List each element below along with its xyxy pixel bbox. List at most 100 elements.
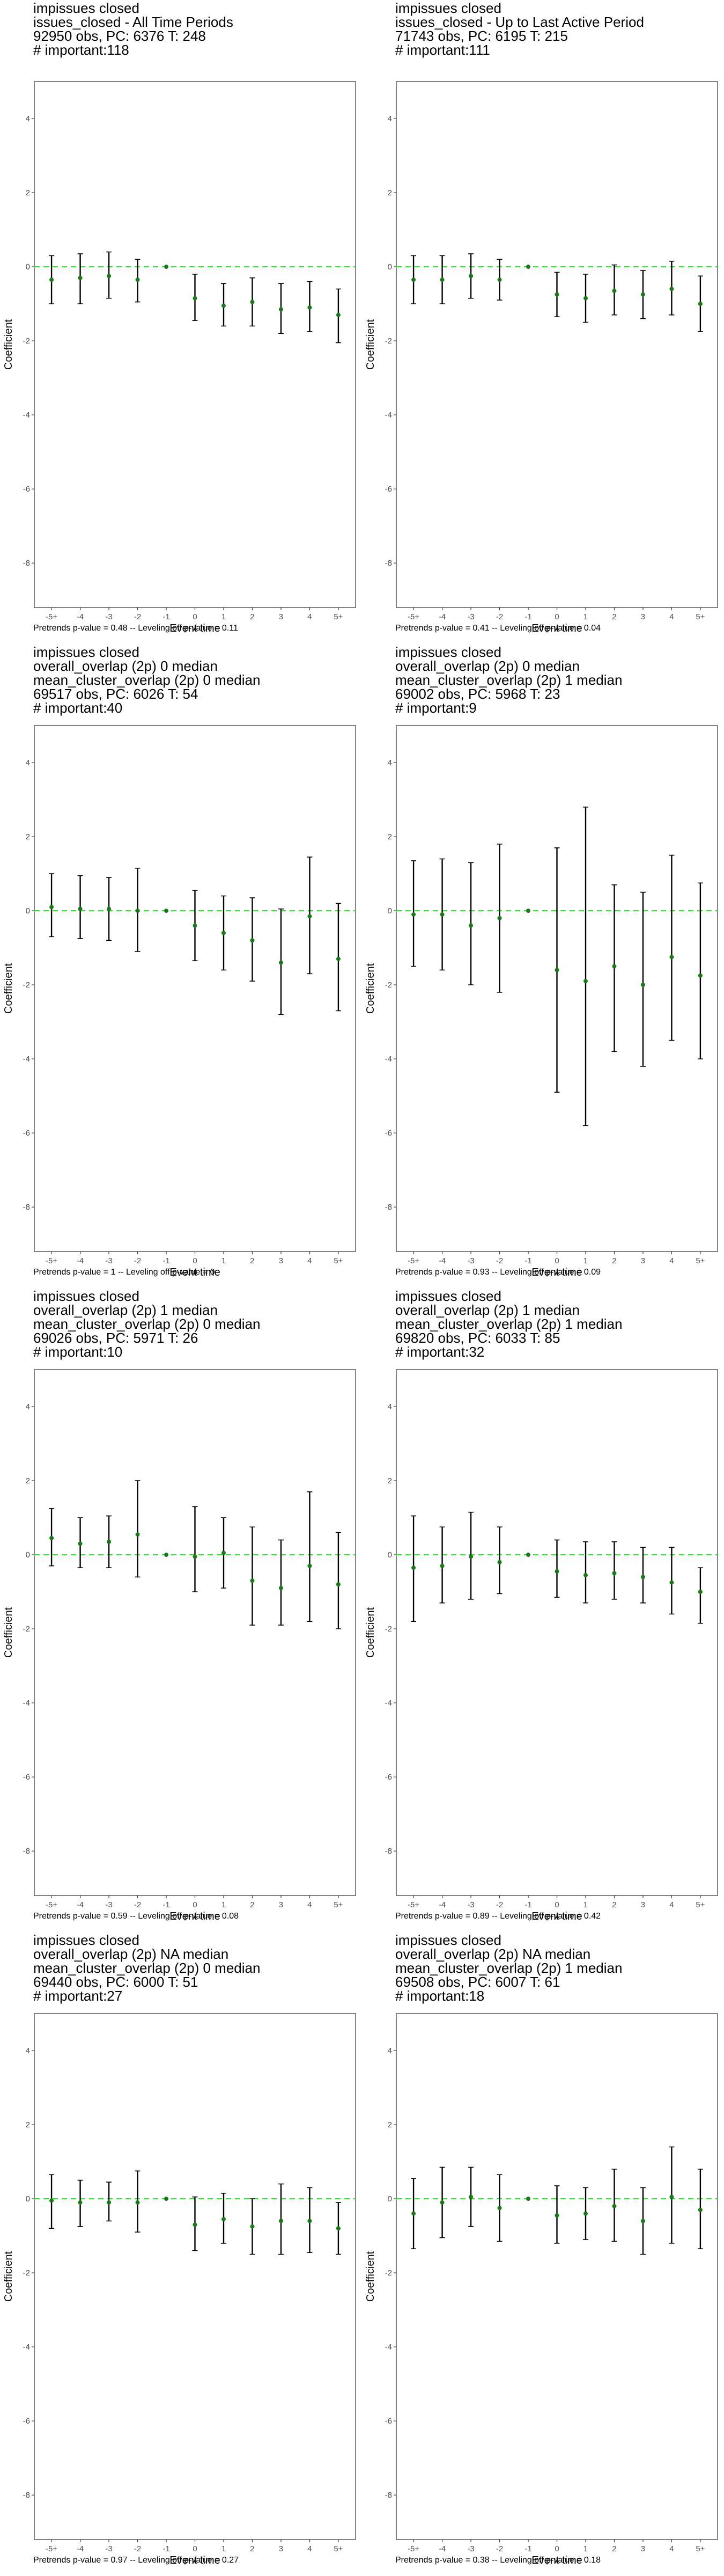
x-tick-label: 0 [193, 1256, 197, 1265]
chart-title-line: overall_overlap (2p) 1 median [33, 1302, 218, 1318]
chart-title-line: overall_overlap (2p) 0 median [33, 658, 218, 674]
chart-title-line: impissues closed [33, 1932, 139, 1948]
coefficient-point [135, 2200, 140, 2205]
chart-title: impissues closed overall_overlap (2p) 0 m… [33, 645, 260, 715]
coefficient-point [193, 923, 197, 928]
coefficient-point [612, 2204, 617, 2208]
y-tick-label: -6 [385, 2417, 392, 2426]
y-tick-label: -4 [23, 1055, 30, 1064]
coefficient-point [250, 938, 255, 943]
x-tick-label: -1 [162, 1256, 169, 1265]
y-axis-label: Coefficient [3, 2251, 14, 2302]
coefficient-point [164, 1553, 169, 1557]
x-tick-label: -4 [77, 2544, 84, 2553]
coefficient-point [307, 305, 312, 310]
y-tick-label: -2 [385, 980, 392, 990]
chart-title-line: overall_overlap (2p) NA median [33, 1946, 229, 1962]
chart-title-line: 69517 obs, PC: 6026 T: 54 [33, 686, 198, 702]
y-tick-label: -2 [385, 1624, 392, 1634]
x-tick-label: -3 [105, 1256, 112, 1265]
x-tick-label: -3 [467, 1900, 474, 1909]
coefficient-point [107, 274, 112, 279]
x-tick-label: -1 [162, 2544, 169, 2553]
y-tick-label: -8 [23, 2491, 30, 2500]
x-tick-label: 1 [583, 612, 588, 621]
y-tick-label: -2 [23, 2268, 30, 2278]
coefficient-point [669, 955, 674, 960]
coefficient-point [640, 292, 645, 297]
chart-title: impissues closed issues_closed - All Time… [33, 1, 233, 57]
x-tick-label: -2 [496, 1900, 503, 1909]
chart-title-line: mean_cluster_overlap (2p) 0 median [33, 1960, 261, 1976]
chart-title-line: mean_cluster_overlap (2p) 0 median [33, 1316, 261, 1332]
coefficient-point [612, 1571, 617, 1576]
coefficient-point [135, 909, 140, 913]
x-tick-label: -1 [524, 1900, 531, 1909]
x-tick-label: -2 [496, 612, 503, 621]
chart-panel: impissues closed overall_overlap (2p) 1 m… [362, 1288, 724, 1932]
x-tick-label: 4 [307, 1900, 312, 1909]
y-tick-label: 0 [26, 262, 30, 272]
plot-area: 4 2 0 -2 -4 -6 -8 -5+ -4 -3 -2 -1 0 1 2 3 4 5+ Event time C… [365, 1369, 718, 1922]
x-tick-label: 0 [555, 1900, 559, 1909]
x-tick-label: 4 [307, 2544, 312, 2553]
pvalue-footer: Pretrends p-value = 0.97 -- Leveling off… [33, 2556, 239, 2565]
coefficient-point [307, 2219, 312, 2223]
x-tick-label: 0 [193, 2544, 197, 2553]
plot-border [34, 81, 356, 608]
pvalue-footer: Pretrends p-value = 0.41 -- Leveling off… [395, 624, 601, 633]
x-tick-label: 2 [250, 612, 254, 621]
y-tick-label: 2 [26, 188, 30, 197]
x-axis-label: Event time [169, 1267, 220, 1278]
x-tick-label: -1 [524, 612, 531, 621]
y-tick-label: -6 [385, 1773, 392, 1782]
x-tick-label: 4 [669, 2544, 674, 2553]
y-tick-label: 4 [26, 1402, 30, 1411]
chart-panel: impissues closed overall_overlap (2p) 0 m… [362, 644, 724, 1288]
plot-border [396, 81, 718, 608]
x-tick-label: -4 [77, 1900, 84, 1909]
plot-area: 4 2 0 -2 -4 -6 -8 -5+ -4 -3 -2 -1 0 1 2 3 4 5+ Event time C… [365, 81, 718, 634]
y-tick-label: -2 [23, 980, 30, 990]
y-tick-label: 2 [26, 832, 30, 841]
y-tick-label: 2 [26, 2120, 30, 2129]
coefficient-point [497, 1560, 502, 1564]
chart-panel: impissues closed overall_overlap (2p) 1 m… [0, 1288, 362, 1932]
y-tick-label: 4 [388, 114, 392, 123]
coefficient-point [497, 2206, 502, 2211]
x-tick-label: -1 [162, 612, 169, 621]
y-tick-label: -4 [385, 1699, 392, 1708]
x-tick-label: 5+ [696, 1900, 705, 1909]
x-tick-label: -4 [77, 1256, 84, 1265]
coefficient-point [78, 275, 83, 280]
chart-panel: impissues closed overall_overlap (2p) NA … [0, 1932, 362, 2576]
x-tick-label: 3 [641, 612, 645, 621]
x-tick-label: -2 [496, 2544, 503, 2553]
chart-title-line: 92950 obs, PC: 6376 T: 248 [33, 28, 206, 44]
coefficient-point [698, 973, 703, 978]
x-tick-label: -2 [496, 1256, 503, 1265]
x-tick-label: 1 [221, 1256, 226, 1265]
chart-title-line: mean_cluster_overlap (2p) 1 median [395, 1960, 623, 1976]
coefficient-point [526, 2197, 531, 2201]
chart-title-line: overall_overlap (2p) 0 median [395, 658, 580, 674]
x-tick-label: -1 [524, 2544, 531, 2553]
coefficient-point [583, 1573, 588, 1578]
y-tick-label: -6 [23, 1129, 30, 1138]
chart-title-line: 69026 obs, PC: 5971 T: 26 [33, 1330, 198, 1346]
chart-title-line: impissues closed [395, 1932, 501, 1948]
x-tick-label: 2 [250, 1900, 254, 1909]
x-tick-label: -2 [134, 1256, 141, 1265]
y-tick-label: -6 [23, 2417, 30, 2426]
x-tick-label: 5+ [334, 2544, 343, 2553]
coefficient-point [336, 956, 341, 961]
x-tick-label: 4 [307, 612, 312, 621]
y-tick-label: 4 [26, 2046, 30, 2055]
x-tick-label: 3 [641, 2544, 645, 2553]
x-tick-label: 2 [612, 2544, 616, 2553]
chart-title-line: # important:40 [33, 700, 123, 716]
plot-border [396, 1369, 718, 1896]
coefficient-point [583, 979, 588, 984]
chart-title-line: 69440 obs, PC: 6000 T: 51 [33, 1974, 198, 1990]
x-tick-label: 1 [221, 2544, 226, 2553]
